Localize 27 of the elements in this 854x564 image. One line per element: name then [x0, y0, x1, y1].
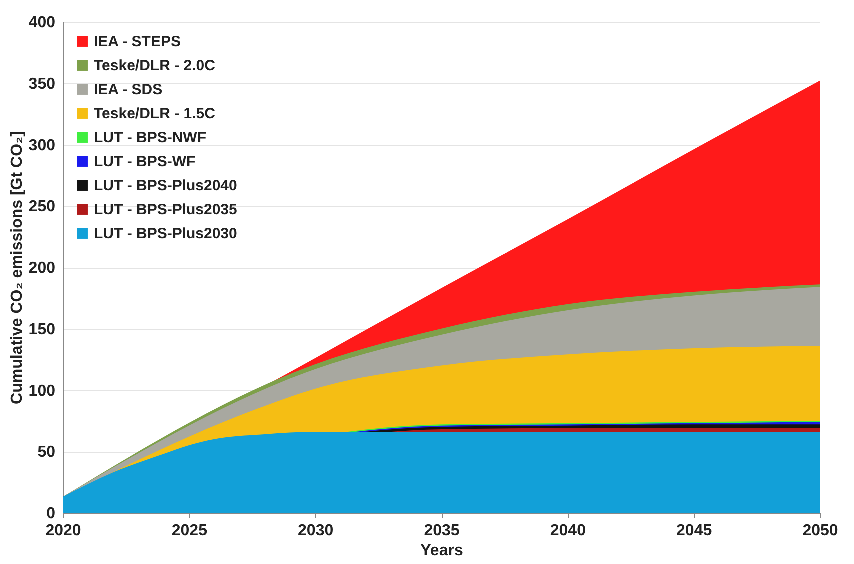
y-tick-label: 300	[28, 137, 56, 154]
x-tick-label: 2030	[298, 522, 334, 540]
y-tick-label: 100	[28, 382, 56, 400]
legend-label: LUT - BPS-Plus2030	[94, 226, 238, 242]
legend-label: IEA - SDS	[94, 82, 163, 98]
y-tick-label: 400	[28, 14, 56, 32]
y-tick-label: 250	[28, 198, 56, 216]
y-tick-label: 150	[28, 321, 56, 338]
legend-label: LUT - BPS-Plus2035	[94, 202, 238, 218]
legend-label: LUT - BPS-Plus2040	[94, 178, 238, 194]
x-tick-label: 2020	[46, 522, 82, 540]
legend-label: LUT - BPS-NWF	[94, 130, 206, 146]
x-tick-label: 2025	[172, 522, 208, 540]
x-tick-label: 2035	[424, 522, 460, 540]
legend-label: Teske/DLR - 1.5C	[94, 106, 216, 122]
legend-label: Teske/DLR - 2.0C	[94, 58, 216, 74]
y-tick-label: 200	[28, 260, 56, 277]
legend-label: IEA - STEPS	[94, 34, 181, 50]
y-axis-title: Cumulative CO₂ emissions [Gt CO₂]	[8, 132, 26, 404]
legend-label: LUT - BPS-WF	[94, 154, 196, 170]
x-tick-label: 2050	[802, 522, 838, 540]
x-tick-label: 2045	[676, 522, 712, 540]
y-tick-label: 350	[28, 76, 56, 93]
y-tick-label: 0	[46, 506, 56, 522]
x-tick-label: 2040	[550, 522, 586, 540]
x-axis-title: Years	[420, 542, 464, 560]
y-tick-label: 50	[38, 444, 56, 462]
